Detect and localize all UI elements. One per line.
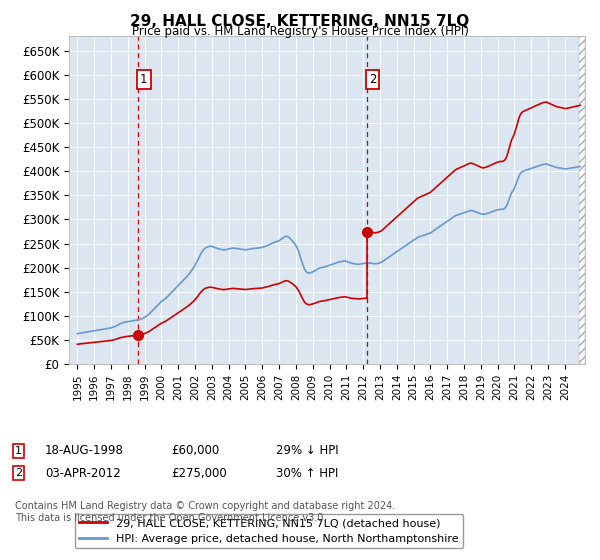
Text: 29% ↓ HPI: 29% ↓ HPI (276, 444, 338, 458)
Legend: 29, HALL CLOSE, KETTERING, NN15 7LQ (detached house), HPI: Average price, detach: 29, HALL CLOSE, KETTERING, NN15 7LQ (det… (74, 514, 463, 548)
Text: 30% ↑ HPI: 30% ↑ HPI (276, 466, 338, 480)
Text: 2: 2 (369, 73, 377, 86)
Text: 03-APR-2012: 03-APR-2012 (45, 466, 121, 480)
Text: 1: 1 (140, 73, 148, 86)
Text: Contains HM Land Registry data © Crown copyright and database right 2024.
This d: Contains HM Land Registry data © Crown c… (15, 501, 395, 523)
Text: £60,000: £60,000 (171, 444, 219, 458)
Text: 29, HALL CLOSE, KETTERING, NN15 7LQ: 29, HALL CLOSE, KETTERING, NN15 7LQ (130, 14, 470, 29)
Text: £275,000: £275,000 (171, 466, 227, 480)
Text: 2: 2 (15, 468, 22, 478)
Text: 1: 1 (15, 446, 22, 456)
Text: Price paid vs. HM Land Registry's House Price Index (HPI): Price paid vs. HM Land Registry's House … (131, 25, 469, 38)
Text: 18-AUG-1998: 18-AUG-1998 (45, 444, 124, 458)
